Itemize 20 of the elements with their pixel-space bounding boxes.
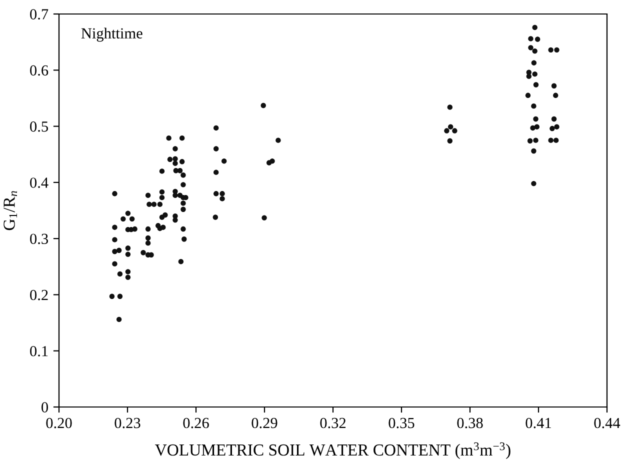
x-axis-title: VOLUMETRIC SOIL WATER CONTENT (m$^{3}$m$^{−3}$) <box>155 442 510 460</box>
y-tick-label: 0.2 <box>30 290 48 300</box>
annotation: Nighttime <box>81 28 142 42</box>
x-tick-label: 0.20 <box>46 418 72 428</box>
x-tick-label: 0.44 <box>594 418 620 428</box>
y-tick-label: 0.7 <box>30 9 48 20</box>
y-tick-label: 0.4 <box>30 178 48 188</box>
x-tick-label: 0.41 <box>526 418 551 428</box>
x-tick-label: 0.32 <box>320 418 346 428</box>
y-tick-label: 0.5 <box>30 121 48 132</box>
x-tick-label: 0.29 <box>252 418 278 428</box>
x-tick-label: 0.23 <box>114 418 140 428</box>
x-tick-label: 0.38 <box>457 418 483 428</box>
x-tick-label: 0.35 <box>388 418 414 428</box>
y-tick-label: 0.6 <box>30 65 48 76</box>
y-tick-label: 0 <box>42 402 48 412</box>
x-tick-label: 0.26 <box>183 418 209 428</box>
y-tick-label: 0.1 <box>30 346 48 356</box>
y-tick-label: 0.3 <box>30 234 48 244</box>
y-axis-title: G$_{1}$/R$_{n}$ <box>4 191 17 230</box>
